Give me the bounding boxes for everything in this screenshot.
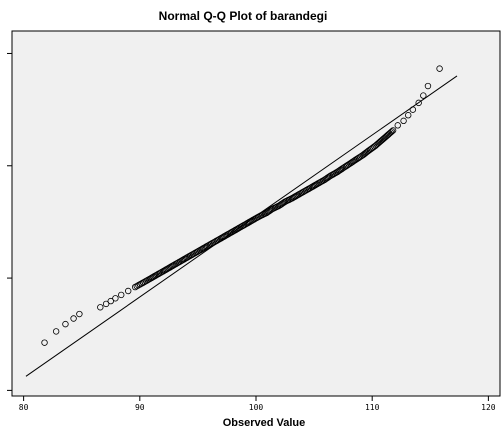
data-point [124,287,132,295]
data-point [118,291,125,299]
data-point [436,65,443,72]
data-point [424,82,432,90]
data-point [420,92,427,99]
data-point [41,339,48,346]
x-tick-label: 110 [365,403,380,412]
data-point [131,283,139,291]
x-tick-label: 100 [249,403,264,412]
data-point [76,310,83,318]
plot-area [11,30,501,397]
data-point [107,297,114,305]
x-axis: 80 90 100 110 120 [19,396,496,412]
data-point [112,295,119,302]
x-tick-label: 120 [481,403,496,412]
data-point [135,282,142,289]
data-point [409,106,417,113]
x-tick-label: 90 [135,403,145,412]
x-tick-label: 80 [19,403,29,412]
data-point [415,99,422,107]
data-points [41,65,443,346]
data-point [52,328,60,335]
data-point [70,315,77,322]
chart-title: Normal Q-Q Plot of barandegi [159,9,328,23]
data-point [400,117,407,125]
data-point [388,128,396,135]
data-point [405,112,412,119]
x-axis-label: Observed Value [223,417,306,429]
data-point [389,127,397,134]
y-axis [7,52,12,391]
data-point [133,282,140,290]
data-point [97,304,104,311]
data-point [62,320,69,328]
data-point [394,122,401,129]
data-point [102,300,110,308]
data-point [387,129,394,136]
